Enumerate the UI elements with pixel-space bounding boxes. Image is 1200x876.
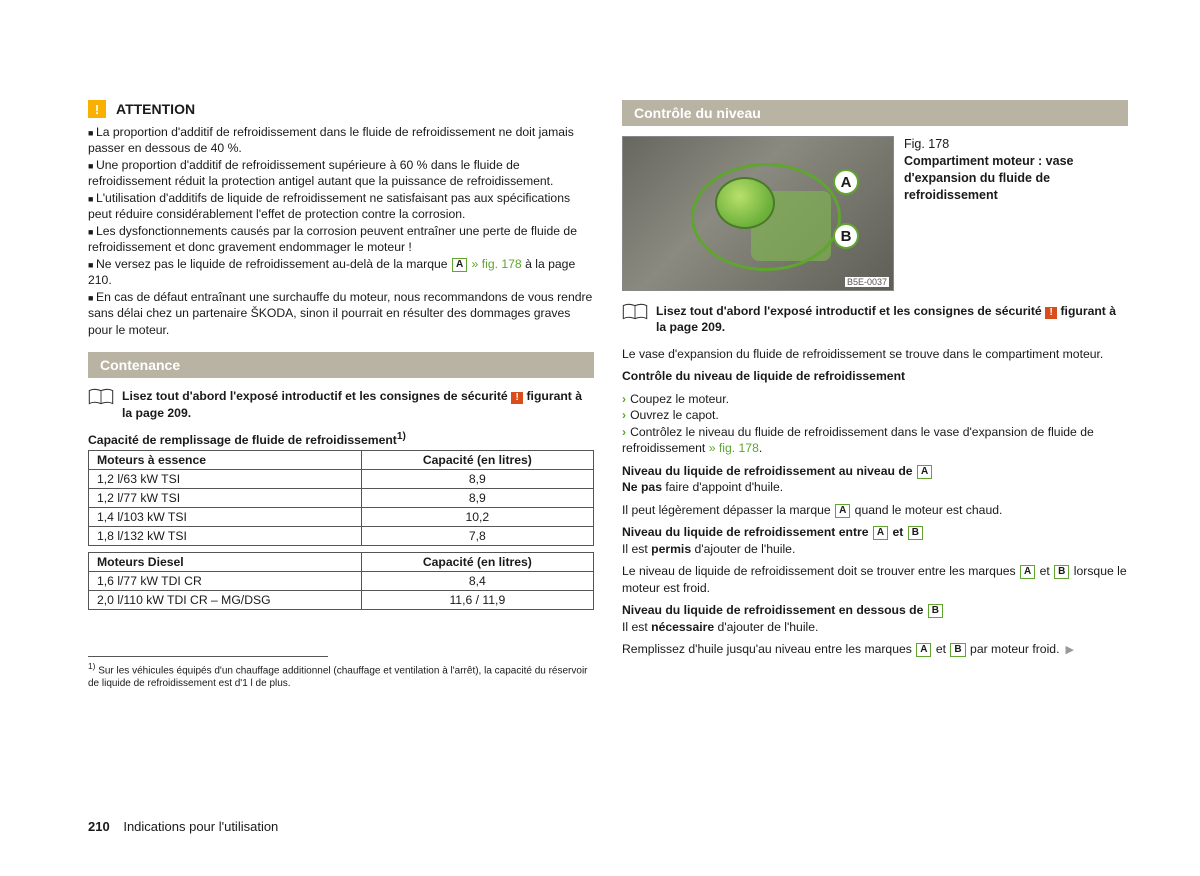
table-row: 1,4 l/103 kW TSI10,2 <box>89 508 594 527</box>
read-first-block: Lisez tout d'abord l'exposé introductif … <box>88 388 594 421</box>
final-line: Remplissez d'huile jusqu'au niveau entre… <box>622 641 1128 658</box>
figure-code: B5E-0037 <box>845 277 889 287</box>
book-icon <box>622 303 648 321</box>
marker-a-inline: A <box>835 504 850 518</box>
attention-bullet: L'utilisation d'additifs de liquide de r… <box>88 190 594 223</box>
page-number: 210 <box>88 819 110 834</box>
level-ab-note: Le niveau de liquide de refroidissement … <box>622 563 1128 596</box>
warning-small-icon: ! <box>1045 307 1057 319</box>
chevron-icon: › <box>622 392 626 406</box>
figure-caption: Fig. 178 Compartiment moteur : vase d'ex… <box>904 136 1128 291</box>
chevron-icon: › <box>622 408 626 422</box>
figure-block: A B B5E-0037 Fig. 178 Compartiment moteu… <box>622 136 1128 291</box>
attention-title: ATTENTION <box>116 101 195 117</box>
level-ab-block: Niveau du liquide de refroidissement ent… <box>622 524 1128 557</box>
section-controle: Contrôle du niveau <box>622 100 1128 126</box>
marker-a-inline: A <box>873 526 888 540</box>
marker-b-inline: B <box>908 526 923 540</box>
page-footer: 210 Indications pour l'utilisation <box>88 819 278 834</box>
attention-header: ! ATTENTION <box>88 100 594 118</box>
diesel-table: Moteurs Diesel Capacité (en litres) 1,6 … <box>88 552 594 610</box>
step-item: ›Coupez le moteur. <box>622 391 1128 407</box>
steps-list: ›Coupez le moteur. ›Ouvrez le capot. ›Co… <box>622 391 1128 457</box>
table-row: 2,0 l/110 kW TDI CR – MG/DSG11,6 / 11,9 <box>89 591 594 610</box>
attention-bullet: En cas de défaut entraînant une surchauf… <box>88 289 594 338</box>
book-icon <box>88 388 114 406</box>
attention-bullet: Une proportion d'additif de refroidissem… <box>88 157 594 190</box>
marker-b-inline: B <box>928 604 943 618</box>
attention-bullet: Les dysfonctionnements causés par la cor… <box>88 223 594 256</box>
table-row: 1,8 l/132 kW TSI7,8 <box>89 527 594 546</box>
warning-icon: ! <box>88 100 106 118</box>
fig-link[interactable]: » fig. 178 <box>709 441 759 455</box>
table-row: 1,6 l/77 kW TDI CR8,4 <box>89 572 594 591</box>
level-a-block: Niveau du liquide de refroidissement au … <box>622 463 1128 496</box>
attention-bullet-marker: Ne versez pas le liquide de refroidissem… <box>88 256 594 289</box>
marker-b-inline: B <box>950 643 965 657</box>
subheading: Contrôle du niveau de liquide de refroid… <box>622 368 1128 384</box>
marker-a-inline: A <box>1020 565 1035 579</box>
footer-title: Indications pour l'utilisation <box>123 819 278 834</box>
read-first-text: Lisez tout d'abord l'exposé introductif … <box>656 303 1128 336</box>
marker-a-inline: A <box>916 643 931 657</box>
section-contenance: Contenance <box>88 352 594 378</box>
right-column: Contrôle du niveau A B B5E-0037 Fig. 178… <box>622 100 1128 690</box>
marker-b-inline: B <box>1054 565 1069 579</box>
table-row: 1,2 l/63 kW TSI8,9 <box>89 470 594 489</box>
paragraph: Le vase d'expansion du fluide de refroid… <box>622 346 1128 362</box>
figure-marker-a: A <box>833 169 859 195</box>
warning-small-icon: ! <box>511 392 523 404</box>
figure-marker-b: B <box>833 223 859 249</box>
attention-body: La proportion d'additif de refroidisseme… <box>88 124 594 338</box>
table-row: 1,2 l/77 kW TSI8,9 <box>89 489 594 508</box>
fig-link[interactable]: » fig. 178 <box>468 257 522 271</box>
left-column: ! ATTENTION La proportion d'additif de r… <box>88 100 594 690</box>
marker-a-inline: A <box>452 258 467 272</box>
th-engine: Moteurs à essence <box>89 451 362 470</box>
th-capacity: Capacité (en litres) <box>361 553 593 572</box>
continue-arrow-icon: ▶ <box>1065 644 1073 656</box>
attention-bullet: La proportion d'additif de refroidisseme… <box>88 124 594 157</box>
level-a-note: Il peut légèrement dépasser la marque A … <box>622 502 1128 518</box>
figure-image: A B B5E-0037 <box>622 136 894 291</box>
th-engine: Moteurs Diesel <box>89 553 362 572</box>
footnote: 1) Sur les véhicules équipés d'un chauff… <box>88 661 594 690</box>
table-caption: Capacité de remplissage de fluide de ref… <box>88 431 594 447</box>
th-capacity: Capacité (en litres) <box>361 451 593 470</box>
chevron-icon: › <box>622 425 626 439</box>
read-first-text: Lisez tout d'abord l'exposé introductif … <box>122 388 594 421</box>
marker-a-inline: A <box>917 465 932 479</box>
petrol-table: Moteurs à essence Capacité (en litres) 1… <box>88 450 594 546</box>
step-item: ›Ouvrez le capot. <box>622 407 1128 423</box>
step-item: ›Contrôlez le niveau du fluide de refroi… <box>622 424 1128 457</box>
level-b-block: Niveau du liquide de refroidissement en … <box>622 602 1128 635</box>
footnote-rule <box>88 656 328 657</box>
read-first-block: Lisez tout d'abord l'exposé introductif … <box>622 303 1128 336</box>
